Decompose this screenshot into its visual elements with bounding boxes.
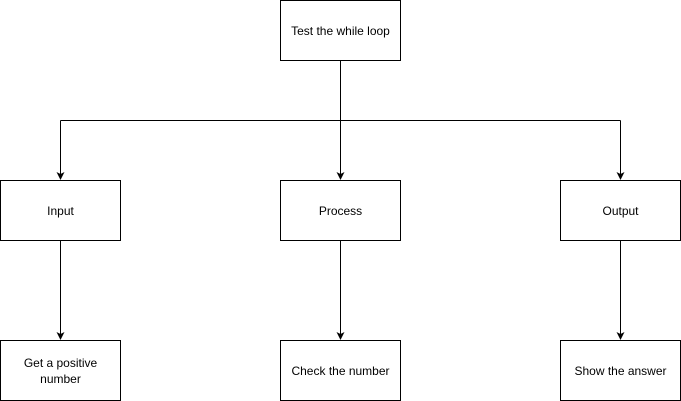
root-node: Test the while loop [280,0,401,61]
output-node: Output [560,180,681,241]
show-answer-node: Show the answer [560,340,681,401]
input-node-label: Input [47,203,74,218]
check-number-node: Check the number [280,340,401,401]
check-number-node-label: Check the number [291,363,390,378]
get-number-node: Get a positive number [0,340,121,401]
root-node-label: Test the while loop [291,23,390,38]
output-node-label: Output [602,203,639,218]
get-number-node-label: Get a positive number [23,355,98,386]
input-node: Input [0,180,121,241]
show-answer-node-label: Show the answer [574,363,667,378]
process-node: Process [280,180,401,241]
process-node-label: Process [318,203,363,218]
